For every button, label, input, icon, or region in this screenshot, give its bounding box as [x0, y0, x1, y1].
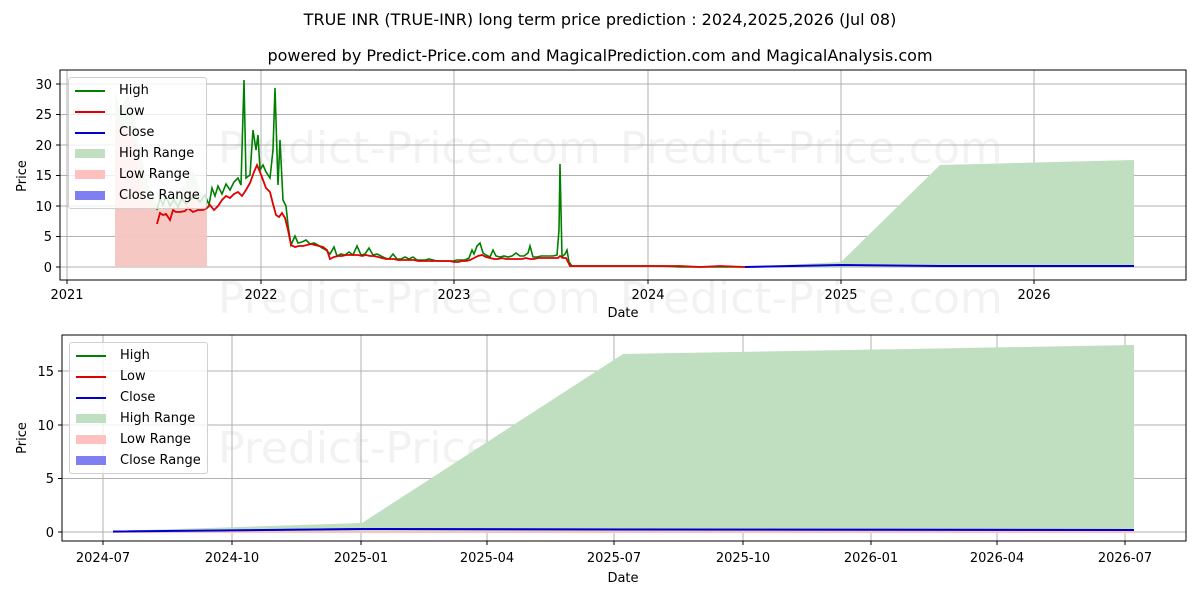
- x-tick-label: 2025-01: [334, 551, 388, 566]
- legend-item-high-range: High Range: [74, 408, 201, 429]
- watermark: Predict-Price.com: [620, 273, 1003, 324]
- legend-top: High Low Close High Range Low Range Clos…: [68, 77, 207, 209]
- y-tick-labels: 0 5 10 15 20 25 30: [35, 78, 52, 276]
- y-tick-label: 25: [35, 108, 52, 123]
- y-tick-marks: [56, 83, 60, 268]
- high-line: [156, 79, 745, 268]
- x-tick-label: 2024-10: [205, 551, 259, 566]
- x-tick-label: 2026-04: [970, 551, 1024, 566]
- y-tick-label: 0: [46, 526, 54, 541]
- x-tick-label: 2022: [244, 288, 277, 303]
- x-tick-label: 2024: [631, 288, 664, 303]
- y-tick-label: 20: [35, 139, 52, 154]
- legend-label: High: [119, 83, 149, 98]
- y-tick-label: 5: [46, 472, 54, 487]
- y-tick-label: 5: [44, 230, 52, 245]
- bottom-chart: Predict-Price.com Predict-Price.com: [15, 334, 1187, 586]
- low-range-area: [113, 531, 1134, 533]
- chart-title: TRUE INR (TRUE-INR) long term price pred…: [303, 10, 897, 29]
- legend-item-low: Low: [73, 101, 200, 122]
- legend-item-low: Low: [74, 366, 201, 387]
- legend-bottom: High Low Close High Range Low Range Clos…: [69, 342, 208, 474]
- x-tick-label: 2023: [437, 288, 470, 303]
- close-line: [112, 527, 1135, 533]
- legend-label: Close Range: [119, 188, 200, 203]
- x-tick-label: 2025-04: [460, 551, 514, 566]
- y-tick-marks: [58, 370, 62, 533]
- legend-item-low-range: Low Range: [73, 164, 200, 185]
- legend-label: Close: [120, 390, 156, 405]
- legend-item-close-range: Close Range: [74, 450, 201, 471]
- x-tick-labels: 2021 2022 2023 2024 2025 2026: [50, 288, 1050, 303]
- y-axis-label: Price: [15, 422, 30, 454]
- x-tick-label: 2024-07: [76, 551, 130, 566]
- x-tick-label: 2025-07: [587, 551, 641, 566]
- legend-item-close: Close: [74, 387, 201, 408]
- x-tick-label: 2026-07: [1098, 551, 1152, 566]
- legend-label: Close Range: [120, 453, 201, 468]
- legend-label: Low Range: [119, 167, 190, 182]
- y-tick-label: 0: [44, 261, 52, 276]
- legend-item-high: High: [74, 345, 201, 366]
- patch-swatch-icon: [76, 435, 106, 444]
- x-tick-label: 2025-10: [716, 551, 770, 566]
- x-axis-label: Date: [607, 571, 638, 586]
- chart-subtitle: powered by Predict-Price.com and Magical…: [267, 46, 933, 65]
- legend-label: Low: [119, 104, 145, 119]
- legend-item-close-range: Close Range: [73, 185, 200, 206]
- legend-label: Low: [120, 369, 146, 384]
- watermark: Predict-Price.com: [218, 273, 601, 324]
- x-tick-label: 2026-01: [844, 551, 898, 566]
- x-tick-marks: [66, 280, 1035, 284]
- high-range-area: [113, 345, 1134, 532]
- legend-item-close: Close: [73, 122, 200, 143]
- legend-item-low-range: Low Range: [74, 429, 201, 450]
- y-tick-label: 15: [37, 365, 54, 380]
- line-swatch-icon: [76, 375, 106, 378]
- legend-label: High: [120, 348, 150, 363]
- patch-swatch-icon: [76, 456, 106, 465]
- x-tick-label: 2025: [824, 288, 857, 303]
- patch-swatch-icon: [75, 191, 105, 200]
- high-range-area: [745, 160, 1134, 267]
- x-tick-marks: [102, 541, 1126, 545]
- y-tick-label: 10: [37, 419, 54, 434]
- low-line: [156, 162, 746, 268]
- line-swatch-icon: [75, 89, 105, 92]
- legend-label: High Range: [119, 146, 195, 161]
- watermark: Predict-Price.com: [218, 123, 601, 174]
- line-swatch-icon: [76, 396, 106, 399]
- y-tick-labels: 0 5 10 15: [37, 365, 54, 541]
- y-axis-label: Price: [15, 160, 30, 192]
- x-axis-label: Date: [607, 306, 638, 321]
- top-chart: Predict-Price.com Predict-Price.com Pred…: [15, 69, 1187, 324]
- close-line: [744, 263, 1134, 268]
- watermark: Predict-Price.com: [620, 123, 1003, 174]
- patch-swatch-icon: [76, 414, 106, 423]
- legend-item-high: High: [73, 80, 200, 101]
- patch-swatch-icon: [75, 149, 105, 158]
- line-swatch-icon: [76, 354, 106, 357]
- y-tick-label: 30: [35, 78, 52, 93]
- y-tick-label: 15: [35, 169, 52, 184]
- patch-swatch-icon: [75, 170, 105, 179]
- legend-label: Low Range: [120, 432, 191, 447]
- low-range-early: [115, 120, 207, 267]
- legend-label: Close: [119, 125, 155, 140]
- x-tick-label: 2021: [50, 288, 83, 303]
- line-swatch-icon: [75, 131, 105, 134]
- axes-frame: [61, 334, 1187, 542]
- line-swatch-icon: [75, 110, 105, 113]
- x-tick-labels: 2024-07 2024-10 2025-01 2025-04 2025-07 …: [76, 551, 1152, 566]
- x-tick-label: 2026: [1017, 288, 1050, 303]
- legend-item-high-range: High Range: [73, 143, 200, 164]
- y-tick-label: 10: [35, 200, 52, 215]
- legend-label: High Range: [120, 411, 196, 426]
